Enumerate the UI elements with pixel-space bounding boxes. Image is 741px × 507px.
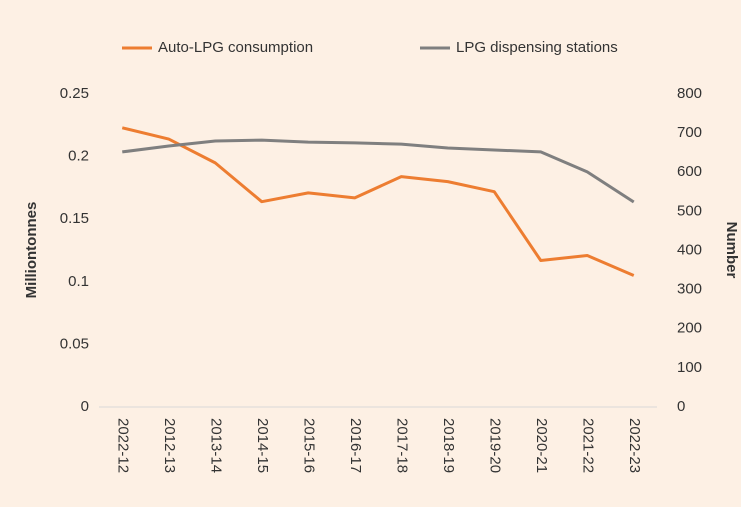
y2-tick-label: 200 — [677, 320, 702, 337]
x-tick-label: 2021-22 — [579, 418, 596, 473]
y-tick-label: 0.05 — [60, 335, 89, 352]
y-tick-label: 0.1 — [68, 273, 89, 290]
y2-tick-label: 700 — [677, 124, 702, 141]
y2-tick-label: 600 — [677, 163, 702, 180]
x-tick-label: 2014-15 — [254, 418, 271, 473]
x-tick-label: 2022-12 — [114, 418, 131, 473]
legend-label: LPG dispensing stations — [456, 39, 618, 56]
series-line — [121, 126, 635, 277]
x-tick-label: 2022-23 — [626, 418, 643, 473]
y2-tick-label: 500 — [677, 202, 702, 219]
y2-tick-label: 300 — [677, 281, 702, 298]
x-tick-label: 2017-18 — [393, 418, 410, 473]
y2-tick-label: 0 — [677, 398, 685, 415]
y2-tick-label: 400 — [677, 241, 702, 258]
x-tick-label: 2018-19 — [440, 418, 457, 473]
y-axis-title: Milliontonnes — [23, 202, 40, 299]
y-tick-label: 0.25 — [60, 85, 89, 102]
x-tick-label: 2012-13 — [161, 418, 178, 473]
y2-tick-label: 800 — [677, 85, 702, 102]
y2-axis-title: Number — [723, 222, 740, 279]
x-tick-label: 2016-17 — [347, 418, 364, 473]
x-tick-label: 2020-21 — [533, 418, 550, 473]
x-tick-label: 2015-16 — [300, 418, 317, 473]
x-tick-label: 2013-14 — [207, 418, 224, 473]
x-tick-label: 2019-20 — [486, 418, 503, 473]
y-tick-label: 0.15 — [60, 210, 89, 227]
y-tick-label: 0 — [81, 398, 89, 415]
series-line — [122, 138, 635, 204]
y2-tick-label: 100 — [677, 359, 702, 376]
legend-label: Auto-LPG consumption — [158, 39, 313, 56]
y-tick-label: 0.2 — [68, 148, 89, 165]
